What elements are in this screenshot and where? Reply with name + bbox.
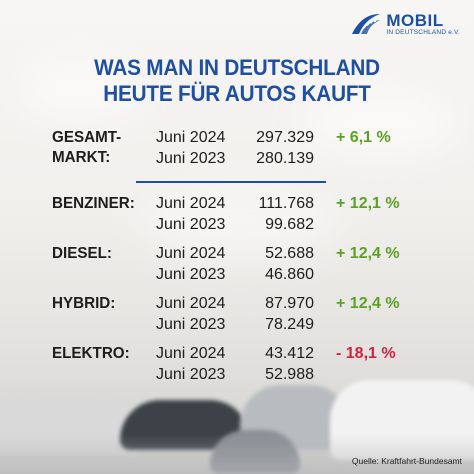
period-previous: Juni 2023 xyxy=(156,150,226,167)
period-current: Juni 2024 xyxy=(156,195,226,212)
value-previous: 99.682 xyxy=(265,216,314,233)
period-current: Juni 2024 xyxy=(156,295,226,312)
road-swoosh-icon xyxy=(352,14,381,34)
stat-row-hybrid: HYBRID: Juni 2024 87.970 Juni 2023 78.24… xyxy=(0,294,474,334)
value-current: 297.329 xyxy=(256,129,314,146)
divider-line xyxy=(136,181,326,183)
category-label: BENZINER: xyxy=(52,195,135,212)
change-percentage: + 12,4 % xyxy=(336,295,400,312)
change-percentage: + 12,1 % xyxy=(336,195,400,212)
value-current: 87.970 xyxy=(265,295,314,312)
category-label-line-2: MARKT: xyxy=(52,149,111,166)
background-light xyxy=(300,90,460,160)
title-line-1: WAS MAN IN DEUTSCHLAND xyxy=(94,55,380,80)
period-current: Juni 2024 xyxy=(156,129,226,146)
period-previous: Juni 2023 xyxy=(156,366,226,383)
change-percentage: + 12,4 % xyxy=(336,245,400,262)
page-title: WAS MAN IN DEUTSCHLAND HEUTE FÜR AUTOS K… xyxy=(19,55,455,107)
period-previous: Juni 2023 xyxy=(156,216,226,233)
period-previous: Juni 2023 xyxy=(156,316,226,333)
category-label: HYBRID: xyxy=(52,295,116,312)
category-label-line-1: GESAMT- xyxy=(52,129,122,146)
stat-row-benziner: BENZINER: Juni 2024 111.768 Juni 2023 99… xyxy=(0,194,474,234)
source-note: Quelle: Kraftfahrt-Bundesamt xyxy=(351,456,462,466)
title-line-2: HEUTE FÜR AUTOS KAUFT xyxy=(103,81,371,106)
value-previous: 52.988 xyxy=(265,366,314,383)
logo-subtitle: IN DEUTSCHLAND e.V. xyxy=(386,28,460,36)
stat-row-gesamtmarkt: GESAMT- MARKT: Juni 2024 297.329 Juni 20… xyxy=(0,128,474,168)
stat-row-diesel: DIESEL: Juni 2024 52.688 Juni 2023 46.86… xyxy=(0,244,474,284)
change-percentage: + 6,1 % xyxy=(336,129,391,146)
value-previous: 280.139 xyxy=(256,150,314,167)
change-percentage: - 18,1 % xyxy=(336,345,396,362)
background-light xyxy=(20,60,140,120)
background-light xyxy=(140,180,340,260)
value-previous: 46.860 xyxy=(265,266,314,283)
value-current: 52.688 xyxy=(265,245,314,262)
period-current: Juni 2024 xyxy=(156,345,226,362)
period-current: Juni 2024 xyxy=(156,245,226,262)
logo: MOBIL IN DEUTSCHLAND e.V. xyxy=(350,10,460,38)
category-label: GESAMT- MARKT: xyxy=(52,128,121,168)
logo-name: MOBIL xyxy=(386,10,444,30)
category-label: ELEKTRO: xyxy=(52,345,130,362)
category-label: DIESEL: xyxy=(52,245,112,262)
value-current: 43.412 xyxy=(265,345,314,362)
period-previous: Juni 2023 xyxy=(156,266,226,283)
background-floor xyxy=(0,434,474,474)
value-previous: 78.249 xyxy=(265,316,314,333)
stat-row-elektro: ELEKTRO: Juni 2024 43.412 Juni 2023 52.9… xyxy=(0,344,474,384)
value-current: 111.768 xyxy=(258,195,314,212)
